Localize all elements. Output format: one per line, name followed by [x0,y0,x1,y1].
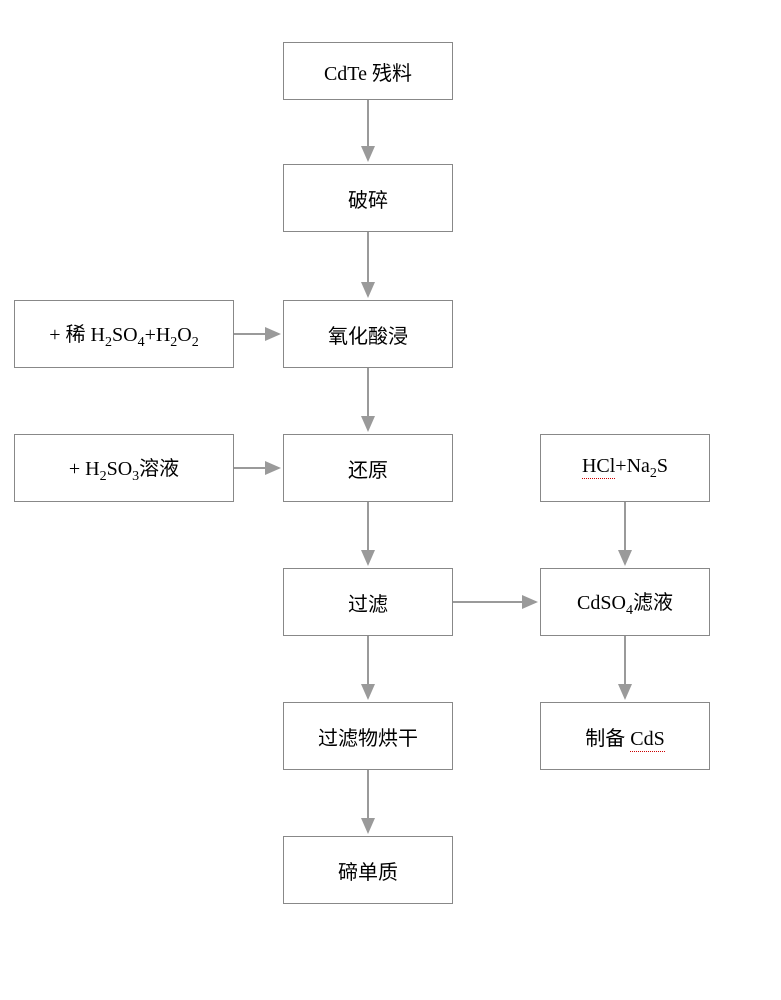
node-crush: 破碎 [283,164,453,232]
node-hcl-na2s: HCl+Na2S [540,434,710,502]
node-label: CdSO4滤液 [577,586,673,619]
node-label: 过滤 [348,588,388,617]
node-prepare-cds: 制备 CdS [540,702,710,770]
node-label: HCl+Na2S [582,455,668,482]
node-label: CdTe 残料 [324,57,412,86]
node-cdso4-filtrate: CdSO4滤液 [540,568,710,636]
node-label: 氧化酸浸 [328,320,408,349]
node-label: 碲单质 [338,856,398,885]
node-cdte-residue: CdTe 残料 [283,42,453,100]
node-label: + H2SO3溶液 [69,452,179,485]
node-dry-filtrate: 过滤物烘干 [283,702,453,770]
node-oxid-acid-leach: 氧化酸浸 [283,300,453,368]
node-reduce: 还原 [283,434,453,502]
node-label: 破碎 [348,184,388,213]
input-h2so4-h2o2: + 稀 H2SO4+H2O2 [14,300,234,368]
node-label: + 稀 H2SO4+H2O2 [49,318,199,351]
node-te-element: 碲单质 [283,836,453,904]
node-filter: 过滤 [283,568,453,636]
node-label: 还原 [348,454,388,483]
node-label: 过滤物烘干 [318,722,418,751]
node-label: 制备 CdS [585,722,664,751]
input-h2so3: + H2SO3溶液 [14,434,234,502]
